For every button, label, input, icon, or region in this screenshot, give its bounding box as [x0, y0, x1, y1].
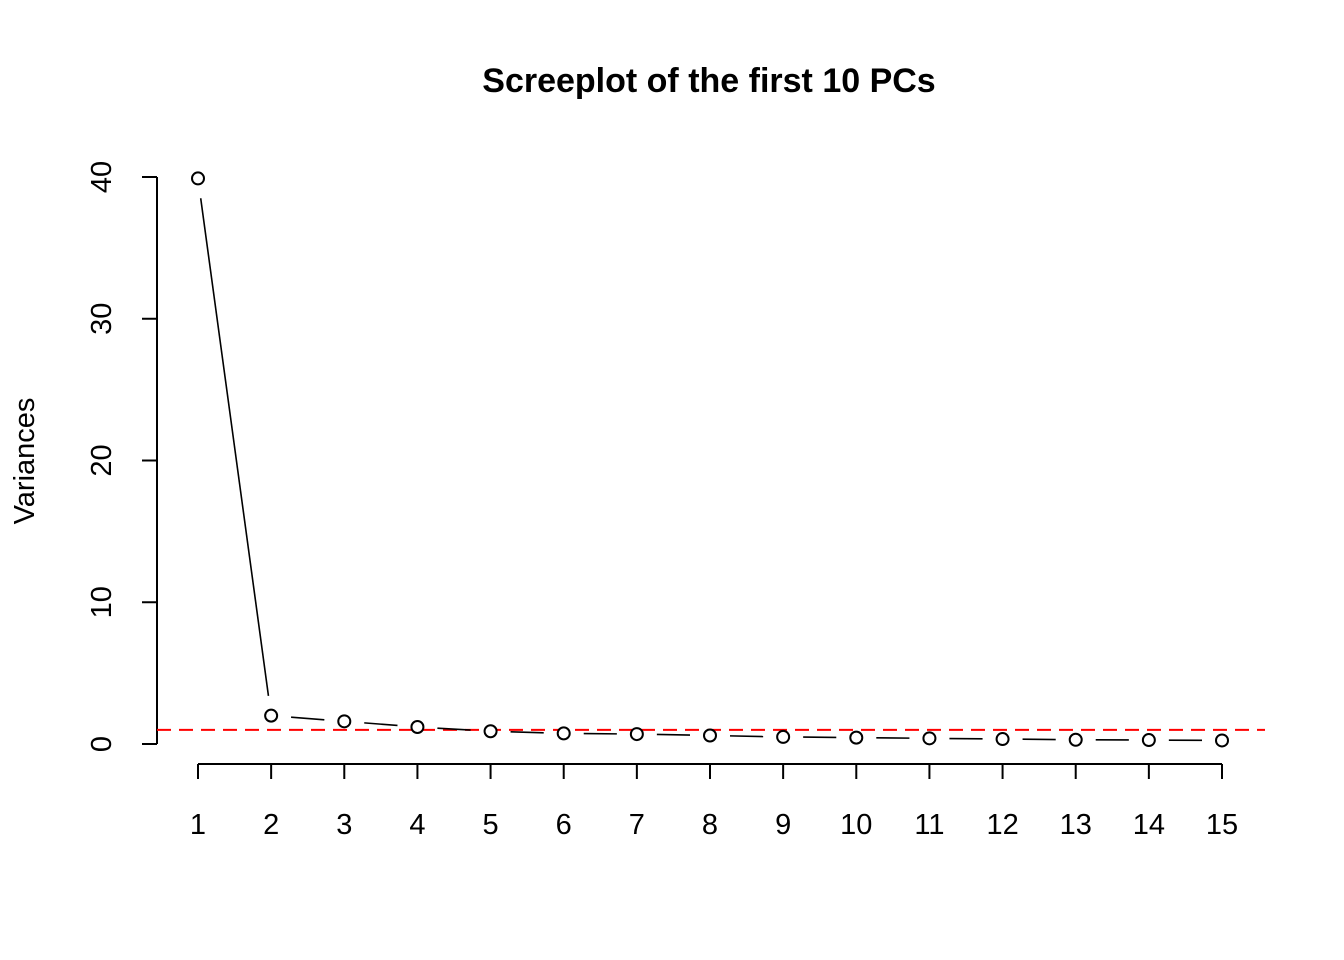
- x-tick-label: 10: [840, 809, 872, 841]
- x-tick-label: 11: [914, 809, 944, 841]
- data-point: [703, 728, 717, 743]
- x-tick-label: 6: [556, 809, 572, 841]
- x-tick-label: 5: [483, 809, 499, 841]
- data-point: [337, 714, 352, 729]
- series-segment: [729, 735, 764, 738]
- data-point: [1141, 733, 1156, 748]
- y-tick-label: 0: [86, 736, 118, 752]
- data-point: [191, 171, 205, 186]
- x-tick-label: 8: [702, 809, 718, 841]
- data-point: [1068, 732, 1083, 747]
- series-segment: [510, 731, 544, 734]
- x-tick-label: 7: [629, 809, 645, 841]
- data-point: [483, 724, 498, 739]
- series-segment: [656, 733, 691, 736]
- data-point: [629, 727, 644, 742]
- y-tick-label: 20: [86, 444, 118, 476]
- x-tick-label: 4: [409, 809, 425, 841]
- x-axis: 1 2 3 4 5 6 7 8 9 10 11 12 13 14 15: [190, 763, 1238, 841]
- y-axis: 0 10 20 30 40: [86, 161, 158, 752]
- x-tick-label: 15: [1206, 809, 1238, 841]
- data-point: [1215, 733, 1229, 748]
- data-point: [556, 726, 571, 741]
- y-tick-label: 30: [86, 303, 118, 335]
- x-tick-label: 14: [1133, 809, 1165, 841]
- data-point: [995, 732, 1010, 747]
- series-segment: [364, 722, 398, 727]
- y-tick-label: 40: [86, 161, 118, 193]
- y-tick-label: 10: [86, 586, 118, 618]
- x-tick-label: 1: [190, 809, 206, 841]
- data-point: [264, 708, 279, 723]
- data-point: [776, 729, 791, 744]
- x-tick-label: 9: [775, 809, 791, 841]
- series-layer: [191, 171, 1229, 748]
- series-segment: [291, 716, 325, 721]
- x-tick-label: 2: [263, 809, 279, 841]
- series-segment: [199, 198, 270, 696]
- x-tick-label: 12: [986, 809, 1018, 841]
- y-axis-label: Variances: [9, 398, 41, 525]
- chart-title: Screeplot of the first 10 PCs: [482, 62, 935, 100]
- x-tick-label: 3: [336, 809, 352, 841]
- data-point: [922, 731, 937, 746]
- x-tick-label: 13: [1060, 809, 1092, 841]
- data-point: [849, 730, 864, 745]
- series-segment: [437, 727, 471, 731]
- data-point: [410, 719, 425, 734]
